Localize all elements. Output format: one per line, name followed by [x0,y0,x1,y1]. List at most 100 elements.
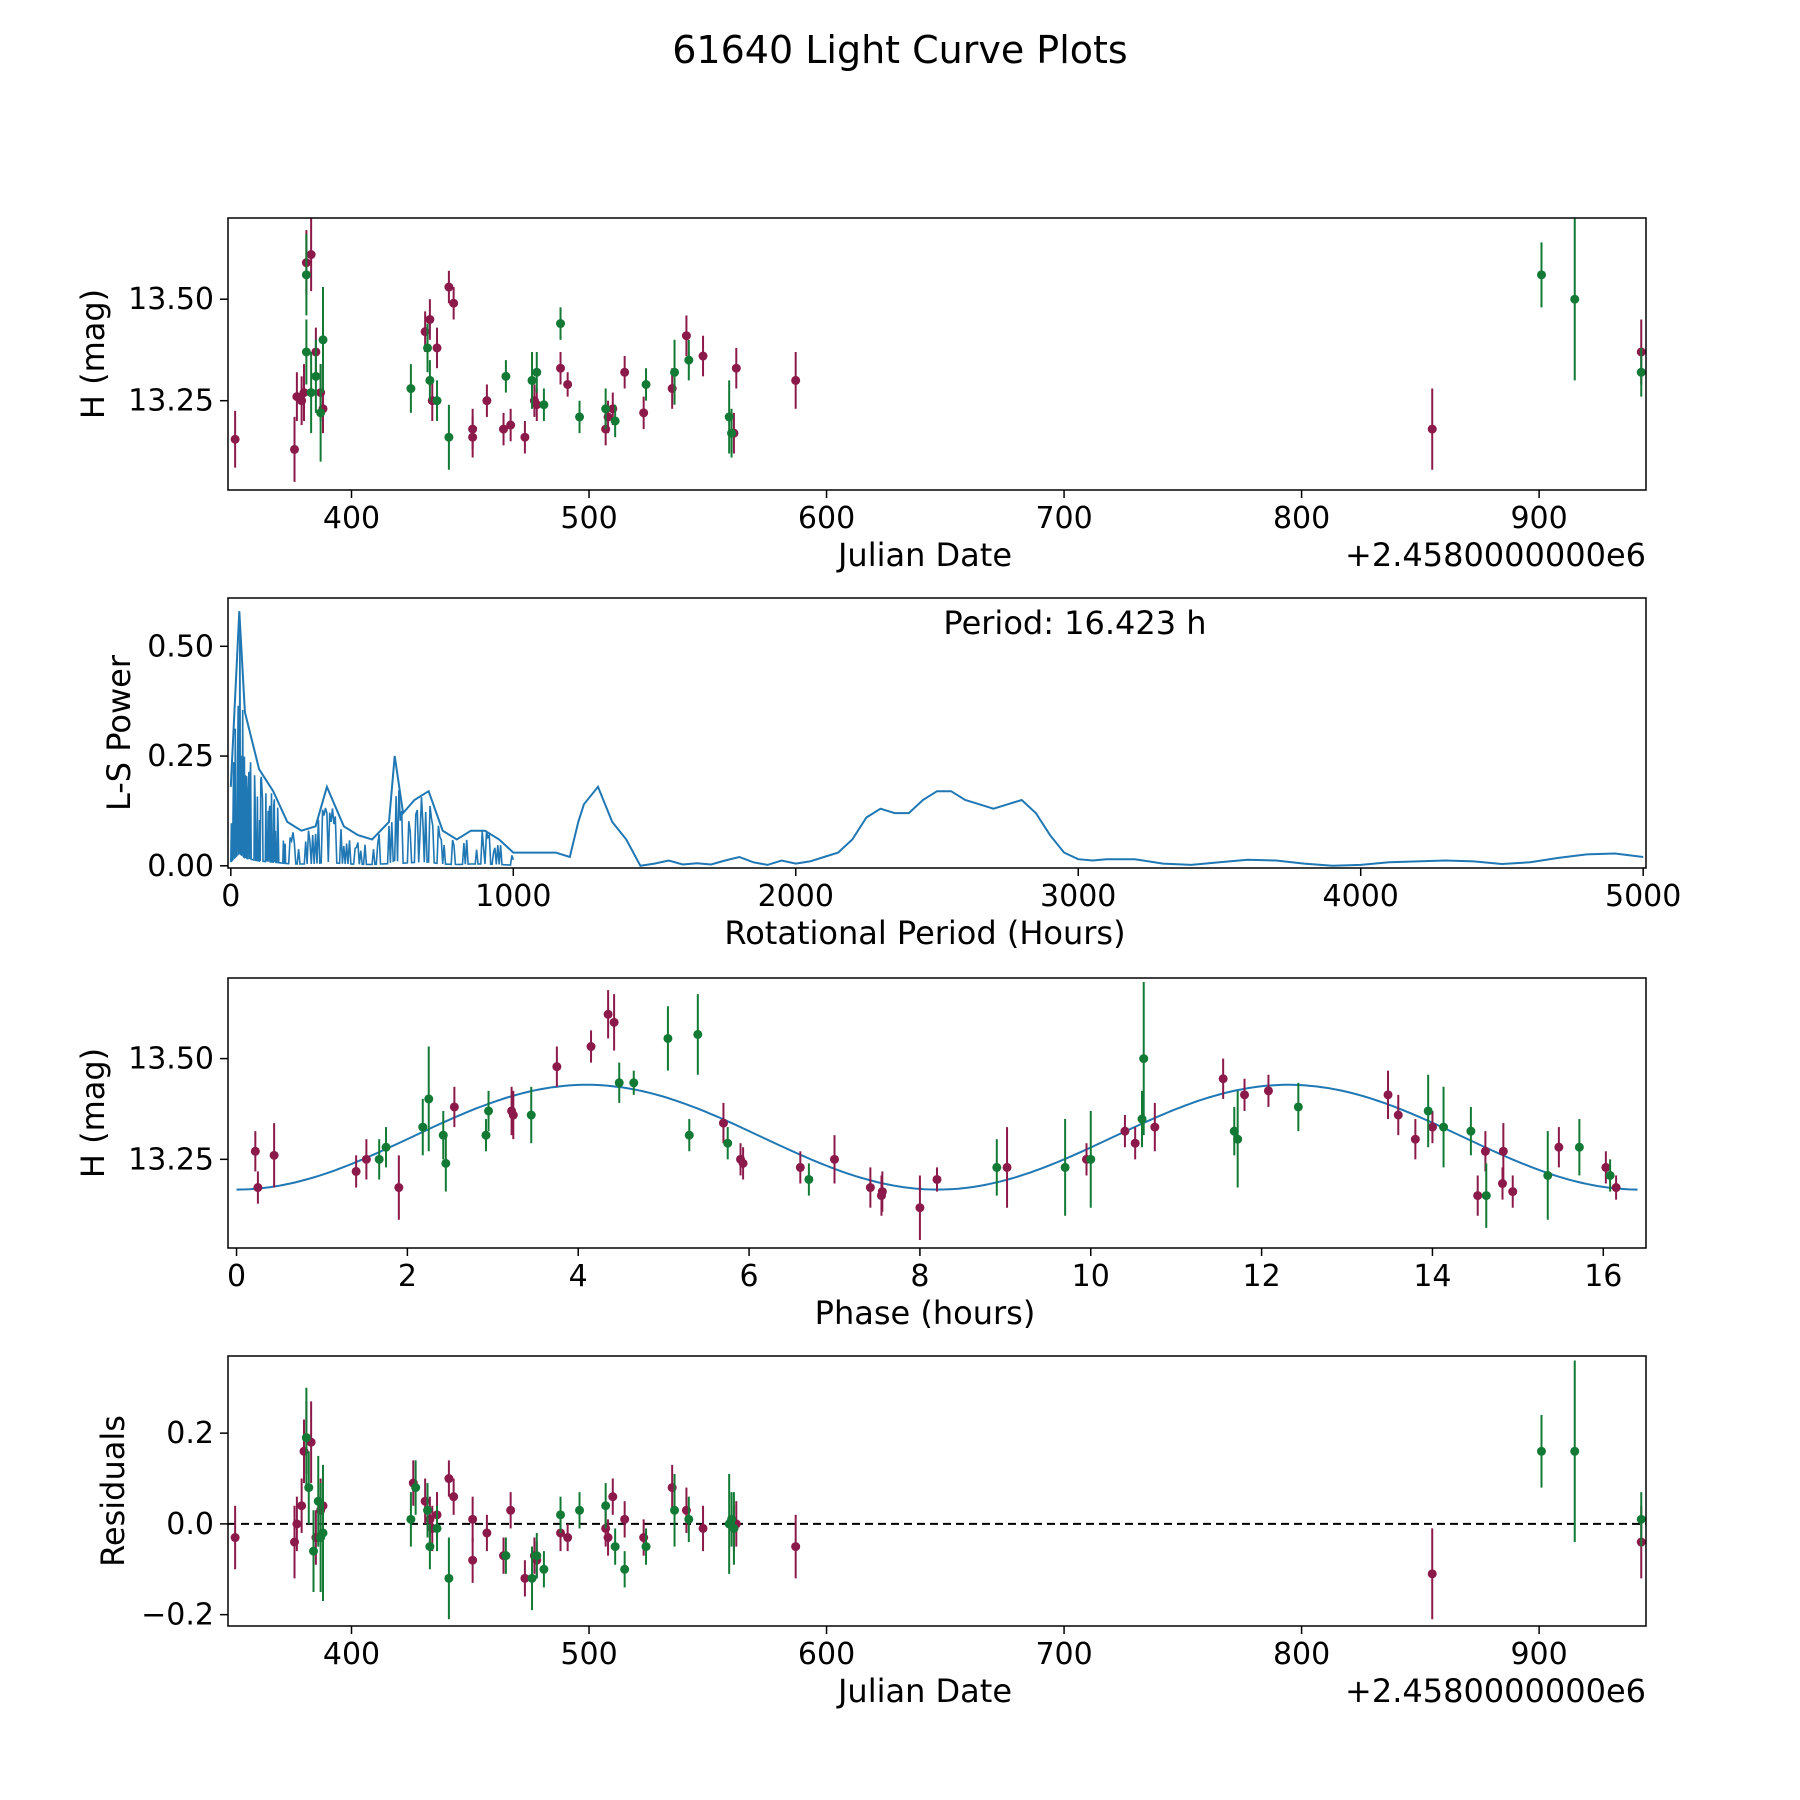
period-annotation: Period: 16.423 h [943,604,1206,642]
data-point [381,1142,391,1152]
data-point [698,1523,708,1533]
data-point [1427,1122,1437,1132]
data-point [877,1187,887,1197]
data-point [432,396,442,406]
data-point [424,1094,434,1104]
data-point [1293,1102,1303,1112]
data-point [230,434,240,444]
x-tick-label: 1000 [475,879,551,914]
data-point [1498,1146,1508,1156]
data-point [301,1433,311,1443]
x-tick-label: 12 [1243,1259,1281,1294]
x-offset-label: +2.4580000000e6 [1345,536,1646,574]
y-axis-label: H (mag) [74,289,112,419]
data-point [1601,1162,1611,1172]
axes-frame [227,217,1647,491]
y-tick-label: 13.50 [128,1042,214,1077]
data-point [556,363,566,373]
y-axis-label: H (mag) [74,1048,112,1178]
x-axis-label: Rotational Period (Hours) [724,914,1125,952]
data-point [1423,1106,1433,1116]
data-point [468,1555,478,1565]
data-point [1536,270,1546,280]
data-point [444,432,454,442]
data-point [449,1492,459,1502]
data-point [520,1573,530,1583]
data-point [1636,367,1646,377]
data-point [1393,1110,1403,1120]
data-point [441,1158,451,1168]
data-point [250,1146,260,1156]
x-tick-label: 900 [1510,501,1567,536]
data-point [1263,1086,1273,1096]
data-point [418,1122,428,1132]
data-point [563,379,573,389]
x-tick-label: 3000 [1040,879,1116,914]
axes-frame [227,1355,1647,1627]
data-point [290,444,300,454]
data-point [432,1523,442,1533]
data-point [791,375,801,385]
data-point [230,1533,240,1543]
data-point [253,1183,263,1193]
data-point [269,1150,279,1160]
data-point [306,388,316,398]
periodogram-oscillation [230,625,515,866]
data-point [499,424,509,434]
data-point [1466,1126,1476,1136]
x-axis-label: Julian Date [836,536,1012,574]
data-point [1086,1154,1096,1164]
data-point [526,1110,536,1120]
data-point [301,270,311,280]
x-tick-label: 800 [1273,501,1330,536]
data-point [1536,1446,1546,1456]
data-point [1130,1138,1140,1148]
data-point [481,1130,491,1140]
data-point [738,1158,748,1168]
plot-area [229,611,1644,867]
data-point [1383,1090,1393,1100]
data-point [423,343,433,353]
data-point [610,1542,620,1552]
data-point [444,1474,454,1484]
data-point [1570,1446,1580,1456]
x-tick-label: 400 [323,501,380,536]
plot-area [236,982,1638,1240]
series-filter-1 [250,990,1621,1240]
data-point [482,1528,492,1538]
data-point [641,1542,651,1552]
residuals-panel: 400 500 600 700 800 900 −0.2 0.0 0.2 Julian Date R… [94,1355,1647,1710]
data-point [311,371,321,381]
data-point [992,1162,1002,1172]
x-tick-label: 4 [569,1259,588,1294]
data-point [449,298,459,308]
data-point [556,1510,566,1520]
data-point [1139,1054,1149,1064]
data-point [731,363,741,373]
data-point [556,319,566,329]
data-point [506,420,516,430]
x-tick-label: 600 [798,501,855,536]
data-point [532,400,542,410]
series-filter-2 [374,982,1615,1228]
data-point [306,250,316,260]
data-point [299,388,309,398]
x-tick-label: 500 [560,1637,617,1672]
data-point [506,1505,516,1515]
y-tick-label: −0.2 [141,1598,214,1633]
x-tick-label: 800 [1273,1637,1330,1672]
y-tick-label: 13.25 [128,1142,214,1177]
data-point [698,351,708,361]
axes-frame [227,977,1647,1249]
data-point [670,367,680,377]
series-filter-2 [301,218,1646,470]
data-point [684,1514,694,1524]
data-point [406,1514,416,1524]
x-tick-label: 2 [398,1259,417,1294]
data-point [1508,1187,1518,1197]
data-point [1574,1142,1584,1152]
data-point [1060,1162,1070,1172]
data-point [639,408,649,418]
series-filter-1 [230,1401,1646,1620]
data-point [444,282,454,292]
